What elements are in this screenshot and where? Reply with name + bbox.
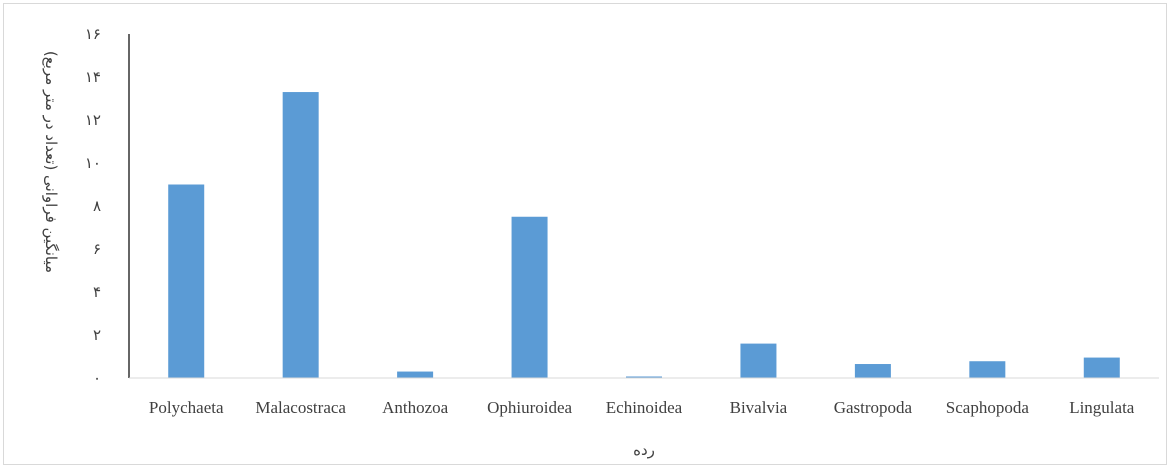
bar [969,361,1006,378]
category-label: Lingulata [1069,398,1135,417]
y-tick-labels: ۰ ۲ ۴ ۶ ۸ ۱۰ ۱۲ ۱۴ ۱۶ [85,27,101,387]
y-tick-label: ۶ [93,242,101,258]
x-axis-title: رده [633,441,655,459]
y-axis-title: میانگین فراوانی (تعداد در متر مربع) [42,51,60,273]
category-label: Malacostraca [255,398,346,417]
bar [1083,357,1120,378]
category-label: Gastropoda [834,398,913,417]
bar [740,343,777,378]
category-labels: Polychaeta Malacostraca Anthozoa Ophiuroide… [149,398,1135,417]
y-tick-label: ۱۴ [85,70,101,86]
bar [168,184,205,378]
y-tick-label: ۱۲ [85,113,101,129]
chart-area: ۰ ۲ ۴ ۶ ۸ ۱۰ ۱۲ ۱۴ ۱۶ Polychaeta Malacostraca Anth… [3,3,1167,465]
bar [854,364,891,378]
y-tick-label: ۱۰ [85,156,101,172]
category-label: Polychaeta [149,398,224,417]
y-tick-label: ۴ [93,285,101,301]
y-tick-label: ۰ [93,371,101,387]
category-label: Echinoidea [606,398,683,417]
bar [282,92,319,379]
bars-group [168,92,1120,379]
bar-chart: ۰ ۲ ۴ ۶ ۸ ۱۰ ۱۲ ۱۴ ۱۶ Polychaeta Malacostraca Anth… [42,27,1159,459]
bar [397,371,434,378]
y-tick-label: ۱۶ [85,27,101,43]
category-label: Ophiuroidea [487,398,572,417]
category-label: Bivalvia [730,398,788,417]
y-tick-label: ۲ [93,328,101,344]
bar [511,216,548,378]
category-label: Anthozoa [382,398,449,417]
bar [626,376,662,378]
category-label: Scaphopoda [946,398,1030,417]
y-tick-label: ۸ [93,199,101,215]
